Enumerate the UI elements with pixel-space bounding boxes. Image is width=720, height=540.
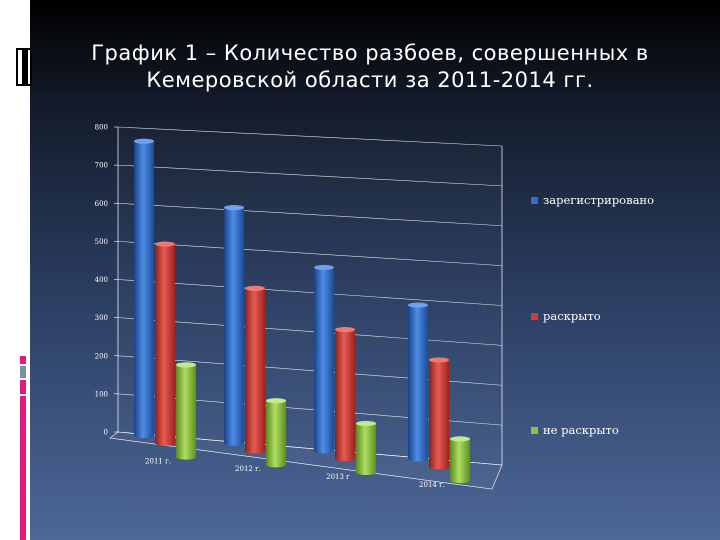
deco-accent-magenta-2 [20,380,26,394]
bar-top [155,241,175,247]
bar-top [356,420,376,427]
bar-top [176,362,196,368]
bar [429,359,449,467]
y-tick-label: 500 [95,238,108,246]
gridline [117,241,503,266]
bar-top [408,302,428,308]
bar-base [450,477,470,484]
bar [245,288,265,451]
legend-swatch [531,427,538,434]
x-tick-label: 2014 г. [419,481,445,489]
y-tick-label: 200 [95,352,108,360]
y-tick-label: 0 [104,429,108,437]
bar-base [408,456,428,462]
bar-base [224,440,244,446]
y-tick-label: 300 [95,314,108,322]
bar [450,438,470,481]
x-tick-label: 2013 г [326,473,350,481]
bar-top [224,205,244,211]
bar-top [134,138,154,144]
legend-label: зарегистрировано [543,193,654,207]
deco-accent-magenta-end [20,526,26,540]
bar-base [266,462,286,468]
y-tick-label: 700 [95,162,108,170]
bar-top [429,357,449,363]
bar [224,207,244,444]
bar-base [176,454,196,460]
y-tick-label: 100 [95,390,108,398]
x-tick-label: 2011 г. [145,457,171,465]
bar [155,244,175,444]
bar-top [314,264,334,271]
bar-base [134,432,154,438]
bar-base [314,448,334,454]
gridline [117,317,503,346]
gridline [117,279,503,306]
slide-title-line1: График 1 – Количество разбоев, совершенн… [91,41,649,65]
bar-base [155,440,175,446]
legend-swatch [531,197,538,204]
bar-base [245,448,265,454]
bar-top [335,326,355,333]
slide-title-line2: Кемеровской области за 2011-2014 гг. [146,68,594,92]
gridline [117,126,503,147]
slide-title: График 1 – Количество разбоев, совершенн… [40,40,700,94]
bar [408,305,428,459]
gridline [117,202,503,227]
deco-accent-gray [20,366,26,378]
bar-top [450,436,470,442]
legend-label: раскрыто [543,309,601,323]
bar [314,267,334,451]
legend-swatch [531,313,538,320]
bar [176,364,196,457]
bar-base [335,456,355,462]
gridline [117,164,503,187]
bar-top [245,285,265,291]
x-tick-label: 2012 г. [235,465,261,473]
bar [356,423,376,473]
deco-accent-magenta-line [20,396,26,526]
chart-plot-area: 0 100 200 300 400 500 600 700 800 2011 г. 2012 г. 2… [95,124,654,490]
bar [266,400,286,465]
bar-base [356,469,376,476]
bar-base [429,464,449,470]
legend-label: не раскрыто [543,423,619,437]
y-tick-label: 400 [95,276,108,284]
y-tick-label: 800 [95,124,108,132]
bar [134,141,154,436]
bar [335,329,355,459]
y-tick-label: 600 [95,200,108,208]
bar-top [266,398,286,404]
deco-accent-magenta [20,356,26,364]
deco-bar-top-left-inner [22,48,28,84]
